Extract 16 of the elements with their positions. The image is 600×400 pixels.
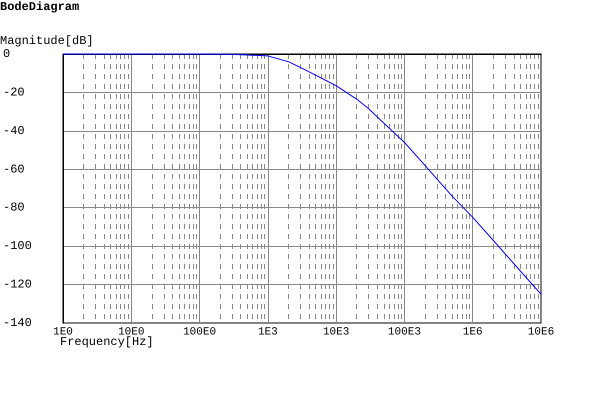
x-tick-label: 1E3 (258, 326, 278, 338)
x-tick-label: 1E6 (462, 326, 483, 338)
y-tick-label: -80 (3, 200, 25, 215)
y-tick-label: -20 (3, 85, 25, 100)
y-tick-label: -140 (3, 316, 32, 330)
y-tick-label: -100 (3, 239, 32, 254)
y-axis-title: Magnitude[dB] (0, 34, 94, 48)
chart-title: BodeDiagram (0, 0, 80, 14)
x-tick-label: 100E3 (388, 326, 421, 338)
y-tick-label: -40 (3, 124, 25, 138)
y-tick-label: -60 (3, 162, 25, 176)
x-tick-label: 10E6 (528, 326, 554, 338)
x-tick-label: 10E3 (322, 326, 350, 338)
y-tick-label: -120 (3, 278, 32, 292)
x-tick-label: 100E0 (183, 326, 216, 338)
y-tick-label: 0 (3, 47, 10, 61)
